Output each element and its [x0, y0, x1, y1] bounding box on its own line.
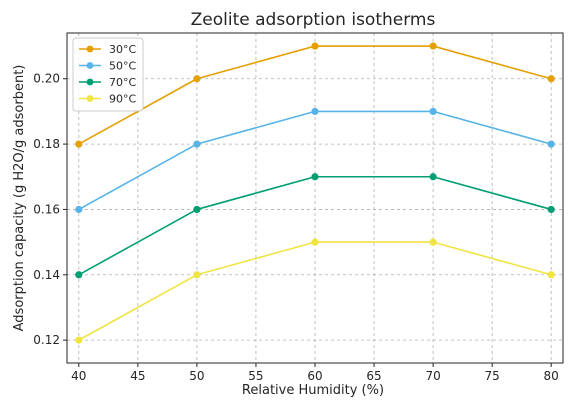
series-0 [75, 42, 555, 148]
y-axis-label: Adsorption capacity (g H2O/g adsorbent) [12, 65, 27, 332]
legend-label: 90°C [109, 93, 136, 106]
data-point [429, 107, 437, 116]
legend-label: 70°C [109, 76, 136, 89]
legend-item: 70°C [79, 76, 136, 89]
data-point [547, 140, 555, 148]
data-point [547, 271, 555, 279]
x-axis-label: Relative Humidity (%) [242, 383, 384, 398]
data-point [75, 271, 83, 279]
x-tick-label: 40 [71, 369, 86, 383]
x-tick-label: 55 [248, 369, 263, 383]
legend-marker [86, 45, 94, 53]
data-point [547, 205, 555, 214]
series-layer [75, 42, 555, 344]
legend-label: 30°C [109, 43, 136, 56]
y-tick-label: 0.18 [33, 137, 60, 151]
x-tick-label: 60 [307, 369, 322, 383]
x-tick-label: 65 [366, 369, 381, 383]
data-point [193, 205, 201, 214]
data-point [193, 140, 201, 148]
legend-box [72, 37, 144, 112]
legend-marker [86, 95, 94, 102]
y-tick-label: 0.14 [33, 268, 60, 282]
x-axis: 40 45 50 55 60 65 70 75 80 [71, 363, 559, 383]
y-tick-label: 0.20 [33, 72, 60, 86]
legend-item: 50°C [79, 60, 136, 73]
x-tick-label: 80 [544, 369, 559, 383]
data-point [75, 336, 83, 344]
grid [67, 33, 563, 363]
data-point [429, 173, 437, 181]
data-point [75, 140, 83, 148]
y-axis: 0.12 0.14 0.16 0.18 0.20 [33, 72, 67, 347]
x-tick-label: 75 [485, 369, 500, 383]
data-point [547, 75, 555, 83]
data-point [193, 271, 201, 279]
data-point [193, 75, 201, 83]
series-2 [75, 173, 555, 279]
y-tick-label: 0.16 [33, 202, 60, 216]
x-tick-label: 45 [130, 369, 145, 383]
legend-item: 30°C [79, 43, 136, 56]
x-tick-label: 70 [425, 369, 440, 383]
y-tick-label: 0.12 [33, 333, 60, 347]
data-point [429, 42, 437, 50]
data-point [311, 107, 319, 116]
legend-item: 90°C [79, 93, 136, 106]
legend: 30°C 50°C 70°C 90°C [72, 37, 144, 112]
data-point [429, 238, 437, 246]
data-point [311, 173, 319, 181]
legend-marker [86, 62, 94, 69]
legend-label: 50°C [109, 60, 136, 73]
data-point [311, 238, 319, 246]
chart-title: Zeolite adsorption isotherms [191, 10, 436, 30]
x-tick-label: 50 [189, 369, 204, 383]
series-3 [75, 238, 555, 344]
data-point [311, 42, 319, 50]
series-1 [75, 107, 555, 214]
data-point [75, 205, 83, 214]
legend-marker [86, 78, 94, 86]
